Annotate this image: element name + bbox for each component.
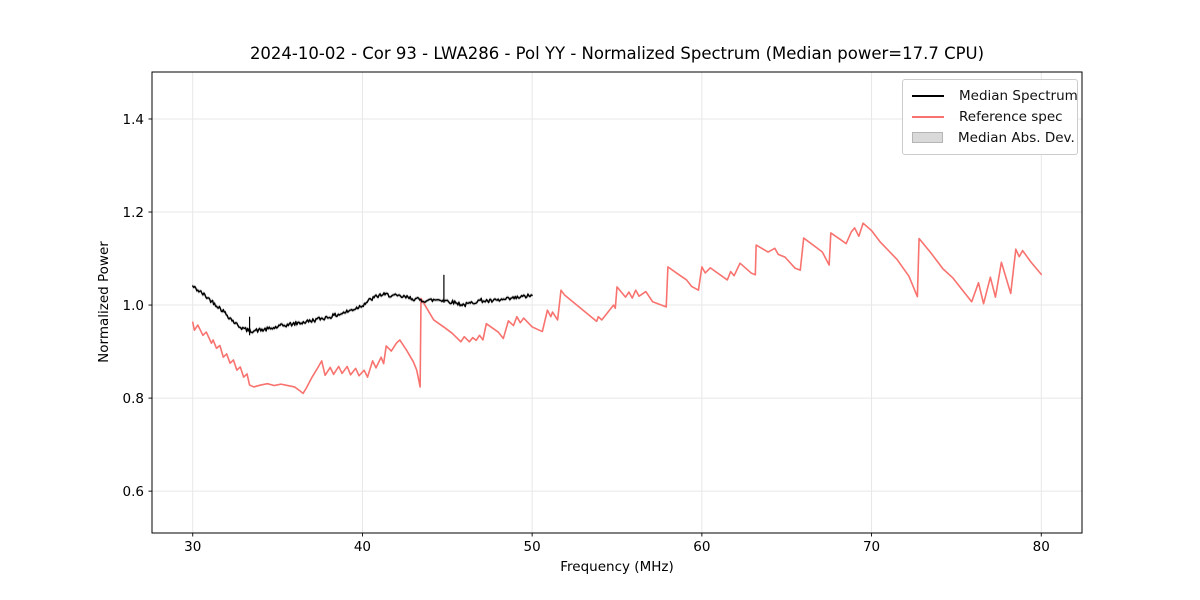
x-axis-label: Frequency (MHz) xyxy=(560,559,674,575)
x-tick-label: 70 xyxy=(863,539,880,555)
y-tick-label: 0.6 xyxy=(123,484,144,500)
chart-title: 2024-10-02 - Cor 93 - LWA286 - Pol YY - … xyxy=(249,44,985,63)
y-tick-label: 0.8 xyxy=(123,391,144,407)
x-tick-label: 30 xyxy=(184,539,201,555)
legend-patch-swatch xyxy=(912,132,943,143)
series-line-1 xyxy=(191,222,1043,395)
x-tick-label: 50 xyxy=(524,539,541,555)
legend-label: Median Abs. Dev. xyxy=(958,129,1075,146)
legend-row: Median Abs. Dev. xyxy=(912,127,1075,148)
legend: Median Spectrum Reference spec Median Abs.… xyxy=(902,79,1078,155)
legend-line-swatch xyxy=(912,94,944,97)
series-line-0 xyxy=(192,285,533,334)
legend-label: Reference spec xyxy=(959,108,1063,125)
legend-row: Reference spec xyxy=(912,106,1068,127)
legend-row: Median Spectrum xyxy=(912,85,1078,106)
x-tick-label: 40 xyxy=(354,539,371,555)
legend-line-swatch xyxy=(912,115,944,118)
y-tick-label: 1.0 xyxy=(123,298,144,314)
x-tick-label: 80 xyxy=(1033,539,1050,555)
axes-frame xyxy=(151,71,1083,534)
y-tick-label: 1.4 xyxy=(123,112,144,128)
y-tick-label: 1.2 xyxy=(123,205,144,221)
x-tick-label: 60 xyxy=(693,539,710,555)
legend-label: Median Spectrum xyxy=(959,87,1078,104)
